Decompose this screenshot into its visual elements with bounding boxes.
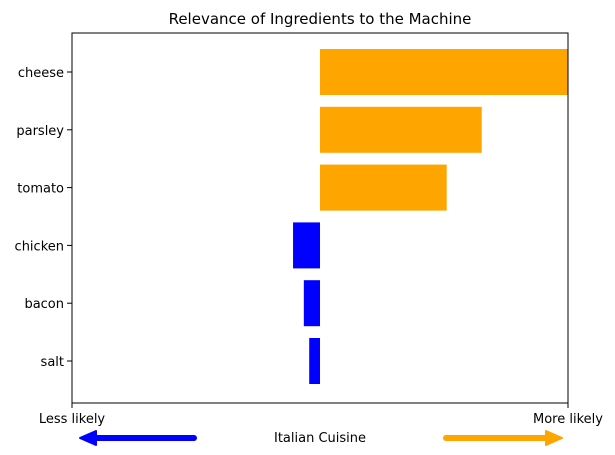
bar-tomato [320, 164, 447, 211]
x-axis-label: Italian Cuisine [274, 431, 366, 446]
plot-frame [71, 32, 569, 404]
y-axis-ticks: cheese parsley tomato chicken bacon salt [15, 66, 72, 370]
ytick-label-bacon: bacon [24, 297, 64, 312]
xtick-label-left: Less likely [39, 412, 106, 427]
xtick-label-right: More likely [533, 412, 603, 427]
bar-salt [309, 338, 320, 384]
ytick-label-parsley: parsley [16, 124, 64, 139]
more-likely-arrow-head [545, 430, 563, 446]
chart-title: Relevance of Ingredients to the Machine [169, 10, 472, 28]
bar-parsley [320, 106, 482, 153]
ytick-label-tomato: tomato [17, 182, 64, 197]
ytick-label-chicken: chicken [15, 239, 64, 254]
ytick-label-salt: salt [41, 355, 64, 370]
less-likely-arrow-head [79, 430, 97, 446]
bar-bacon [303, 280, 320, 327]
bars-group [293, 49, 568, 384]
ytick-label-cheese: cheese [18, 66, 64, 81]
bar-chicken [293, 222, 320, 269]
bar-cheese [320, 49, 568, 95]
